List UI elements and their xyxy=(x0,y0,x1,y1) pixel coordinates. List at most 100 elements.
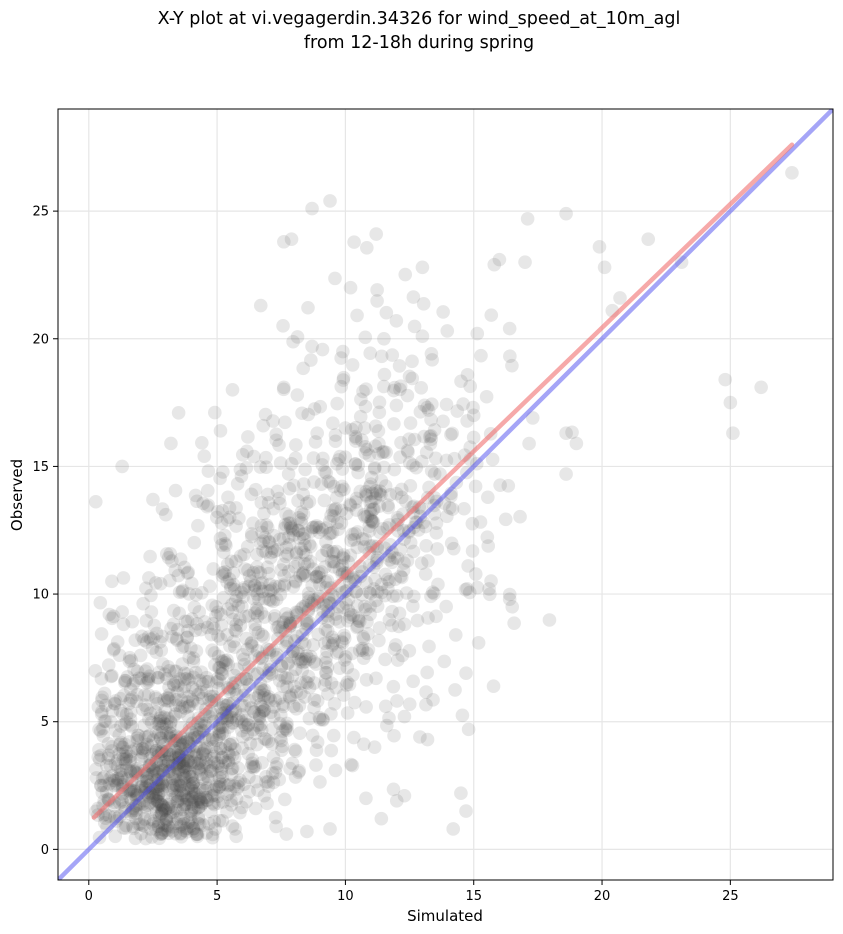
data-point xyxy=(114,770,129,785)
data-point xyxy=(240,642,255,657)
data-point xyxy=(314,477,329,491)
data-point xyxy=(248,801,263,816)
data-point xyxy=(414,381,429,395)
data-point xyxy=(276,319,290,333)
data-point xyxy=(163,715,178,730)
data-point xyxy=(348,457,363,472)
data-point xyxy=(123,764,138,778)
data-point xyxy=(252,720,267,735)
data-point xyxy=(312,566,326,580)
data-point xyxy=(149,725,164,739)
data-point xyxy=(307,676,322,690)
data-point xyxy=(309,569,324,584)
data-point xyxy=(192,792,206,806)
data-point xyxy=(364,513,379,527)
data-point xyxy=(226,612,240,627)
data-point xyxy=(187,750,202,764)
data-point xyxy=(416,297,431,311)
data-point xyxy=(202,733,217,747)
data-point xyxy=(212,660,226,675)
data-point xyxy=(256,544,270,558)
data-point xyxy=(427,467,442,481)
data-point xyxy=(139,774,154,788)
data-point xyxy=(301,586,316,601)
data-point xyxy=(206,616,220,631)
data-point xyxy=(274,563,288,577)
data-point xyxy=(348,429,363,444)
data-point xyxy=(336,600,350,615)
data-point xyxy=(292,698,307,713)
data-point xyxy=(357,540,372,554)
data-point xyxy=(322,527,337,541)
data-point xyxy=(199,826,214,840)
data-point xyxy=(492,252,507,267)
data-point xyxy=(319,535,333,549)
data-point xyxy=(377,379,391,394)
data-point xyxy=(193,781,207,796)
data-point xyxy=(195,435,209,450)
data-point xyxy=(151,671,165,685)
x-tick-label: 20 xyxy=(594,889,611,904)
data-point xyxy=(241,717,255,732)
data-point xyxy=(302,590,316,605)
data-point xyxy=(393,379,408,393)
data-point xyxy=(288,744,303,758)
data-point xyxy=(177,759,191,774)
data-point xyxy=(186,654,201,669)
data-point xyxy=(260,520,275,535)
data-point xyxy=(237,777,251,792)
data-point xyxy=(358,330,373,345)
data-point xyxy=(314,565,329,579)
data-point xyxy=(222,501,237,515)
data-point xyxy=(94,693,109,708)
data-point xyxy=(251,688,266,703)
data-point xyxy=(221,778,235,793)
data-point xyxy=(278,722,293,736)
data-point xyxy=(181,709,195,723)
data-point xyxy=(213,632,228,646)
data-point xyxy=(317,464,332,479)
data-point xyxy=(200,499,214,514)
data-point xyxy=(89,762,103,777)
data-point xyxy=(459,666,473,681)
data-point xyxy=(317,493,332,508)
data-point xyxy=(359,673,374,687)
data-point xyxy=(184,789,199,804)
data-point xyxy=(378,588,392,603)
data-point xyxy=(173,809,188,824)
data-point xyxy=(289,575,303,589)
data-point xyxy=(94,748,108,763)
data-point xyxy=(142,669,157,683)
data-point xyxy=(286,334,300,349)
data-point xyxy=(334,516,349,530)
data-point xyxy=(124,682,138,697)
data-point xyxy=(327,633,342,648)
data-point xyxy=(339,678,354,692)
data-point xyxy=(151,819,166,833)
data-point xyxy=(325,638,340,653)
data-point xyxy=(465,544,480,558)
data-point xyxy=(389,794,404,808)
data-point xyxy=(202,816,216,831)
data-point xyxy=(184,803,199,817)
data-point xyxy=(345,422,359,437)
data-point xyxy=(392,619,406,634)
data-point xyxy=(326,416,340,431)
data-point xyxy=(337,482,351,497)
data-point xyxy=(115,459,129,474)
data-point xyxy=(439,397,454,412)
data-point xyxy=(344,533,358,548)
data-point xyxy=(200,483,215,498)
data-point xyxy=(177,777,192,791)
data-point xyxy=(415,329,430,344)
data-point xyxy=(192,764,207,778)
data-point xyxy=(195,586,209,600)
data-point xyxy=(145,767,159,782)
data-point xyxy=(295,566,310,581)
data-point xyxy=(417,429,431,444)
data-point xyxy=(222,748,237,763)
data-point xyxy=(149,805,164,819)
data-point xyxy=(144,715,159,730)
data-point xyxy=(351,611,366,626)
data-point xyxy=(219,656,233,670)
